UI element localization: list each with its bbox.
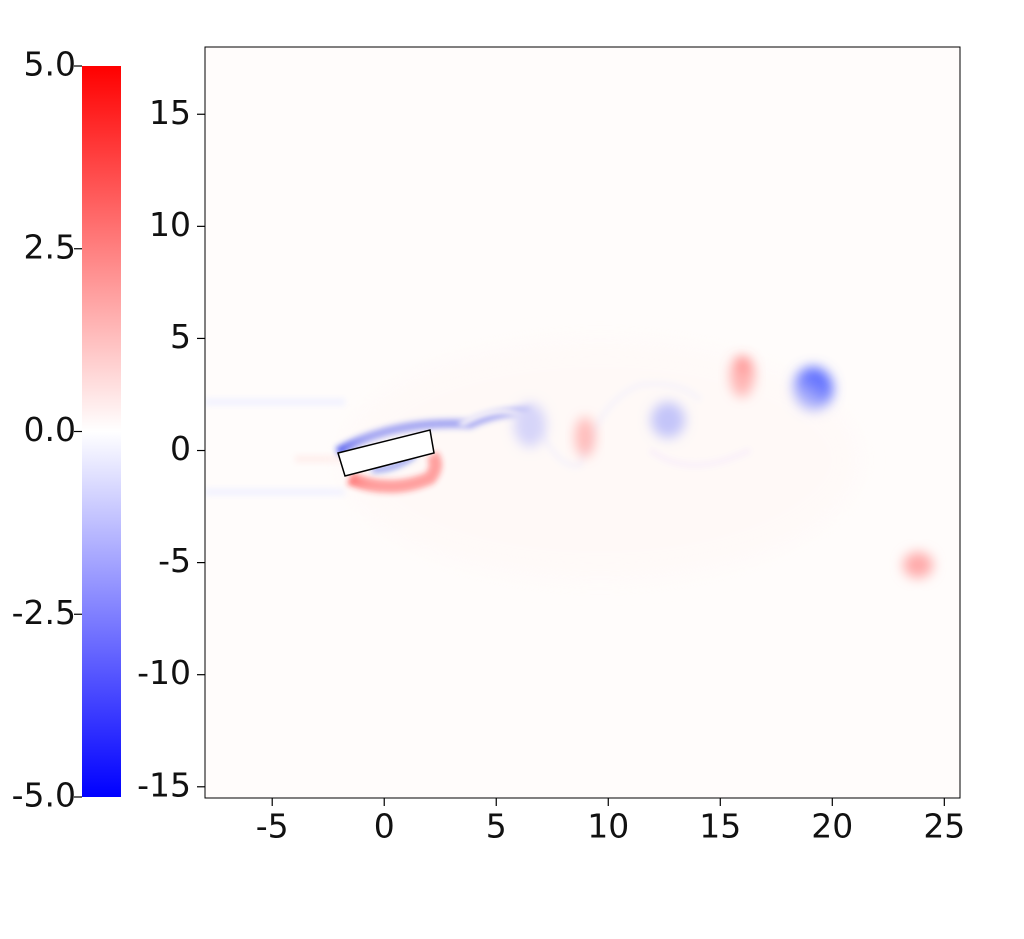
y-tick-label: 15 bbox=[149, 93, 191, 132]
x-tick-label: 20 bbox=[811, 807, 853, 846]
x-tick-label: 0 bbox=[374, 807, 395, 846]
body bbox=[337, 429, 435, 477]
y-tick-label: -10 bbox=[137, 653, 191, 692]
x-tick-label: 5 bbox=[486, 807, 507, 846]
y-tick-label: 10 bbox=[149, 205, 191, 244]
colorbar-tick-label: -5.0 bbox=[12, 776, 76, 815]
y-tick-label: -5 bbox=[158, 541, 191, 580]
y-tick-label: 5 bbox=[170, 317, 191, 356]
vorticity-field bbox=[205, 340, 933, 580]
x-tick-label: -5 bbox=[256, 807, 289, 846]
colorbar bbox=[82, 66, 121, 797]
x-tick-label: 10 bbox=[587, 807, 629, 846]
colorbar-tick-label: 0.0 bbox=[24, 410, 76, 449]
colorbar-tick-label: 5.0 bbox=[24, 45, 76, 84]
plot-frame bbox=[204, 46, 961, 799]
x-tick-label: 25 bbox=[923, 807, 965, 846]
y-tick-label: 0 bbox=[170, 429, 191, 468]
colorbar-tick-label: -2.5 bbox=[12, 593, 76, 632]
x-tick-label: 15 bbox=[699, 807, 741, 846]
y-tick-label: -15 bbox=[137, 765, 191, 804]
colorbar-tick-label: 2.5 bbox=[24, 227, 76, 266]
